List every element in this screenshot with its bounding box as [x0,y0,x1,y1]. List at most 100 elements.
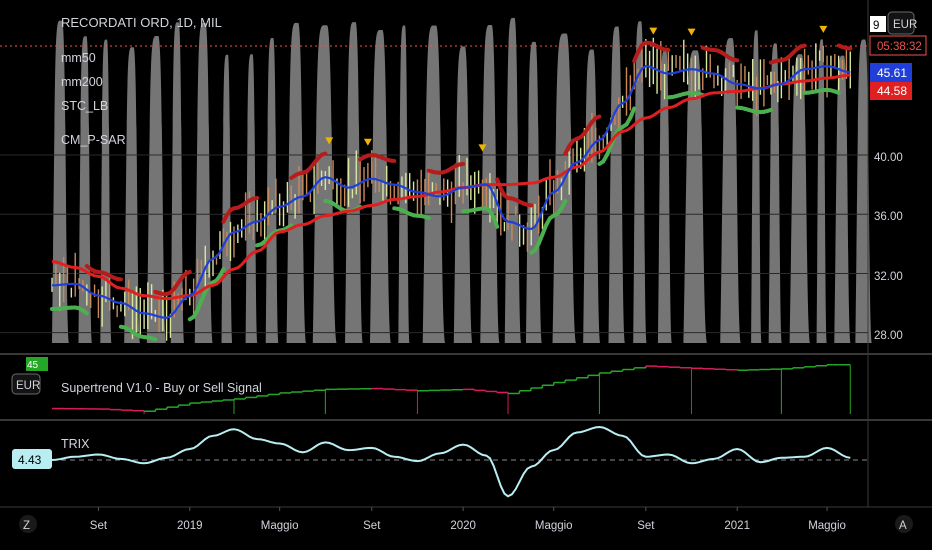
svg-text:Z: Z [23,520,30,532]
stc-wave [552,33,576,344]
sell-signal-marker [363,138,372,146]
currency-badge[interactable]: EUR [887,11,917,35]
price-tick: 32.00 [874,271,903,283]
svg-text:4.43: 4.43 [18,453,42,467]
stc-wave [683,50,707,344]
stc-wave [583,49,601,344]
price-tick: 36.00 [874,211,903,223]
svg-text:44.58: 44.58 [877,84,907,98]
chart-title: RECORDATI ORD, 1D, MIL [61,15,222,30]
sell-signal-marker [819,25,828,33]
stc-wave [286,22,306,344]
stc-wave [265,38,279,343]
psar-up-segment [80,308,89,316]
mm200-value-badge: 44.58 [870,82,912,100]
last-price-badge: 9 [870,16,886,32]
time-tick-label: 2020 [450,520,476,532]
time-tick-label: 2021 [724,520,750,532]
stc-wave [855,39,872,343]
svg-text:45: 45 [27,360,39,371]
stc-wave [504,17,522,343]
auto-scale-button[interactable]: A [895,515,913,533]
mm200-line [51,73,851,301]
stc-wave [370,30,391,344]
moving-averages [51,65,851,319]
sell-signal-marker [325,137,334,145]
psar-up-segment [628,106,637,120]
stc-wave [608,26,625,344]
trix-line [51,425,851,498]
psar-down-segment [457,161,466,167]
supertrend-label[interactable]: Supertrend V1.0 - Buy or Sell Signal [61,381,262,395]
supertrend-pane [52,363,851,414]
svg-text:05:38:32: 05:38:32 [877,41,922,53]
stc-wave [100,39,112,343]
psar-down-segment [593,114,602,121]
stc-wave [221,54,233,343]
psar-down-segment [798,43,807,49]
legend-psar[interactable]: CM_P-SAR [61,133,126,147]
trix-value-badge: 4.43 [12,449,52,469]
signal-markers [325,25,828,152]
psar-up-segment [491,215,500,229]
time-axis[interactable]: Set 2019 Maggio Set 2020 Maggio Set 2021 Maggio [90,507,846,532]
time-tick-label: Set [90,520,108,532]
sell-signal-marker [649,27,658,35]
legend-mm50[interactable]: mm50 [61,51,96,65]
sell-signal-marker [687,28,696,36]
psar-up-segment [285,223,294,230]
time-tick-label: Set [363,520,381,532]
supertrend-currency-badge[interactable]: EUR [11,373,41,395]
svg-text:9: 9 [873,20,879,32]
legend-mm200[interactable]: mm200 [61,75,103,89]
psar-up-segment [217,267,226,278]
svg-text:A: A [899,520,907,532]
svg-text:EUR: EUR [16,380,40,392]
stc-wave [398,25,410,343]
mm50-line [51,65,851,319]
time-tick-label: Maggio [808,520,846,532]
supertrend-value-badge: 45 [26,357,48,371]
psar-up-segment [559,198,568,211]
psar-down-segment [251,195,260,201]
log-scale-button[interactable]: Z [19,515,37,533]
countdown-badge: 05:38:32 [869,35,927,56]
trix-label[interactable]: TRIX [61,437,90,451]
mm50-value-badge: 45.61 [870,63,912,82]
svg-text:45.61: 45.61 [877,66,907,80]
stc-wave [422,25,446,344]
svg-text:EUR: EUR [893,19,917,31]
stc-wave [657,50,672,343]
stc-wave [525,41,542,344]
trix-pane [51,425,868,498]
psar-down-segment [183,269,192,276]
stc-wave [146,35,167,343]
stc-histogram [52,17,872,344]
price-grid [0,45,868,334]
stc-wave [789,54,810,343]
time-tick-label: Maggio [535,520,573,532]
price-tick: 28.00 [874,330,903,342]
time-tick-label: Maggio [261,520,299,532]
time-tick-label: Set [637,520,655,532]
stc-wave [751,30,762,343]
stc-wave [170,22,185,344]
stc-wave [345,22,363,344]
stc-wave [834,55,851,343]
stc-wave [633,21,647,343]
psar-down-segment [319,151,328,157]
legend-stc[interactable]: STC_LB [61,99,108,113]
sell-signal-marker [478,144,487,152]
price-tick: 40.00 [874,152,903,164]
stc-wave [768,43,782,343]
time-tick-label: 2019 [177,520,203,532]
stc-wave [720,38,741,343]
psar-down-segment [731,57,740,63]
psar-up-segment [832,89,841,95]
psar-up-segment [149,336,158,342]
psar-up-segment [765,107,773,114]
stc-wave [816,39,827,344]
stc-wave [124,47,140,343]
psar-up-segment [422,214,431,220]
